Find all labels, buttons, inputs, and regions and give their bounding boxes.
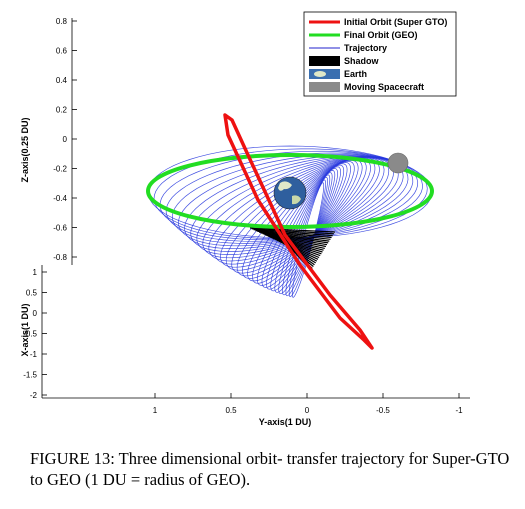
trajectory-loop [285, 176, 328, 297]
x-axis-label: X-axis(1 DU) [20, 303, 30, 356]
trajectory-loop [288, 179, 326, 298]
trajectory-loop [270, 168, 338, 292]
trajectory-loop [282, 174, 331, 296]
moving-spacecraft-icon [387, 152, 409, 174]
legend-swatch [309, 82, 340, 92]
shadow-segment [264, 233, 327, 248]
legend-label: Final Orbit (GEO) [344, 30, 418, 40]
legend-swatch [309, 56, 340, 66]
trajectory-loop [261, 164, 345, 288]
y-tick-label: -0.5 [376, 406, 390, 415]
trajectory-loop [274, 170, 336, 293]
axes [41, 18, 470, 399]
z-tick-label: -0.2 [53, 165, 67, 174]
initial-orbit-super-gto [223, 113, 374, 350]
trajectory-loop [231, 158, 367, 274]
y-axis-label: Y-axis(1 DU) [259, 417, 312, 427]
shadow-segment [253, 229, 333, 237]
z-tick-label: -0.6 [53, 224, 67, 233]
shadow-segment [257, 230, 331, 240]
x-tick-label: -2 [30, 391, 38, 400]
z-tick-label: 0.4 [56, 76, 68, 85]
z-tick-label: 0.6 [56, 47, 68, 56]
y-tick-label: 0.5 [225, 406, 237, 415]
shadow-segment [262, 233, 328, 246]
shadow-segment [260, 232, 329, 244]
y-tick-label: -1 [455, 406, 463, 415]
figure-caption: FIGURE 13: Three dimensional orbit- tran… [30, 449, 510, 489]
legend-label: Moving Spacecraft [344, 82, 424, 92]
y-ticks: 1 0.5 0 -0.5 -1 [153, 393, 463, 415]
shadow-segment [251, 228, 334, 235]
trajectory-loop [256, 163, 348, 286]
z-axis-label: Z-axis(0.25 DU) [20, 117, 30, 182]
shadow-segment [266, 234, 325, 249]
y-tick-label: 0 [305, 406, 310, 415]
z-tick-label: 0.8 [56, 17, 68, 26]
chart-figure: 0.8 0.6 0.4 0.2 0 -0.2 -0.4 -0.6 -0.8 1 0.5 0 -0.5 -… [20, 11, 470, 427]
x-tick-label: -0.5 [23, 330, 37, 339]
orbit-plot: 0.8 0.6 0.4 0.2 0 -0.2 -0.4 -0.6 -0.8 1 0.5 0 -0.5 -… [20, 11, 470, 427]
legend: Initial Orbit (Super GTO) Final Orbit (GE… [303, 11, 457, 97]
shadow-segment [249, 227, 336, 233]
legend-label: Earth [344, 69, 367, 79]
legend-label: Initial Orbit (Super GTO) [344, 17, 447, 27]
trajectory-loop [291, 182, 325, 298]
trajectory-loop [220, 157, 376, 268]
trajectory-loop [242, 160, 359, 279]
x-ticks: 1 0.5 0 -0.5 -1 -1.5 -2 [23, 268, 47, 400]
legend-label: Trajectory [344, 43, 387, 53]
z-tick-label: -0.4 [53, 194, 67, 203]
x-tick-label: 1 [33, 268, 38, 277]
x-tick-label: -1 [30, 350, 38, 359]
legend-swatch-detail [314, 71, 326, 77]
z-ticks: 0.8 0.6 0.4 0.2 0 -0.2 -0.4 -0.6 -0.8 [53, 17, 77, 262]
trajectory-loop [202, 156, 390, 259]
trajectory-loop [236, 159, 363, 277]
trajectory-series [147, 145, 433, 298]
y-tick-label: 1 [153, 406, 158, 415]
trajectory-loop [196, 156, 394, 255]
x-tick-label: -1.5 [23, 371, 37, 380]
z-tick-label: 0.2 [56, 106, 68, 115]
trajectory-loop [165, 152, 419, 242]
trajectory-loop [278, 172, 333, 295]
shadow-segment [255, 229, 332, 239]
legend-label: Shadow [344, 56, 380, 66]
earth-icon [273, 176, 307, 210]
z-tick-label: 0 [63, 135, 68, 144]
x-tick-label: 0.5 [26, 289, 38, 298]
trajectory-loop [225, 158, 371, 271]
shadow-segment [259, 231, 330, 242]
trajectory-loop [266, 166, 341, 290]
z-tick-label: -0.8 [53, 253, 67, 262]
x-tick-label: 0 [33, 309, 38, 318]
final-orbit-geo [146, 153, 434, 229]
